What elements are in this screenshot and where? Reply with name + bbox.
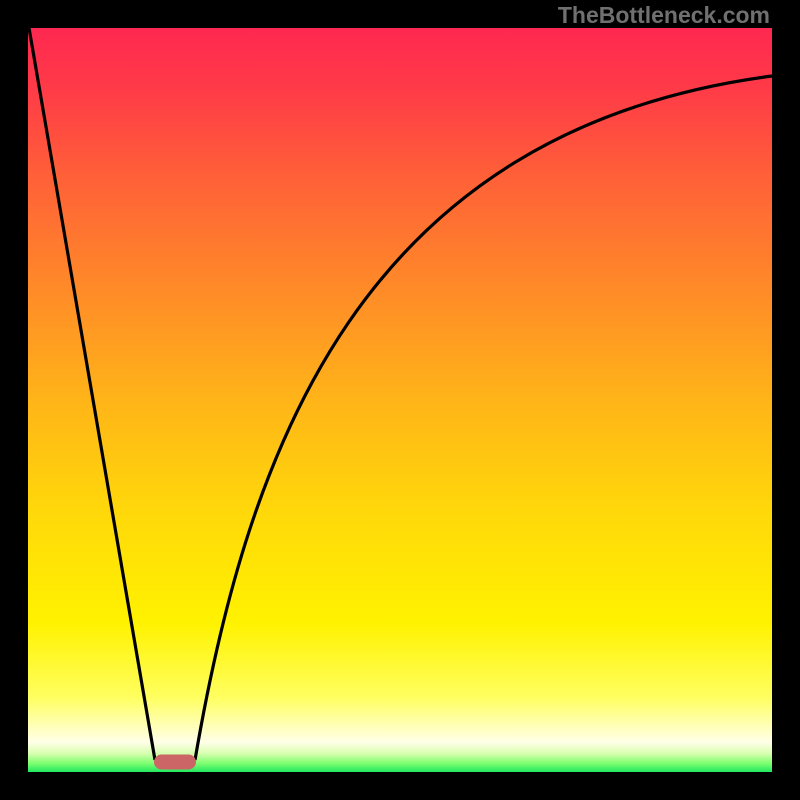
plot-area	[28, 28, 772, 772]
watermark-text: TheBottleneck.com	[558, 2, 770, 29]
chart-container: TheBottleneck.com	[0, 0, 800, 800]
